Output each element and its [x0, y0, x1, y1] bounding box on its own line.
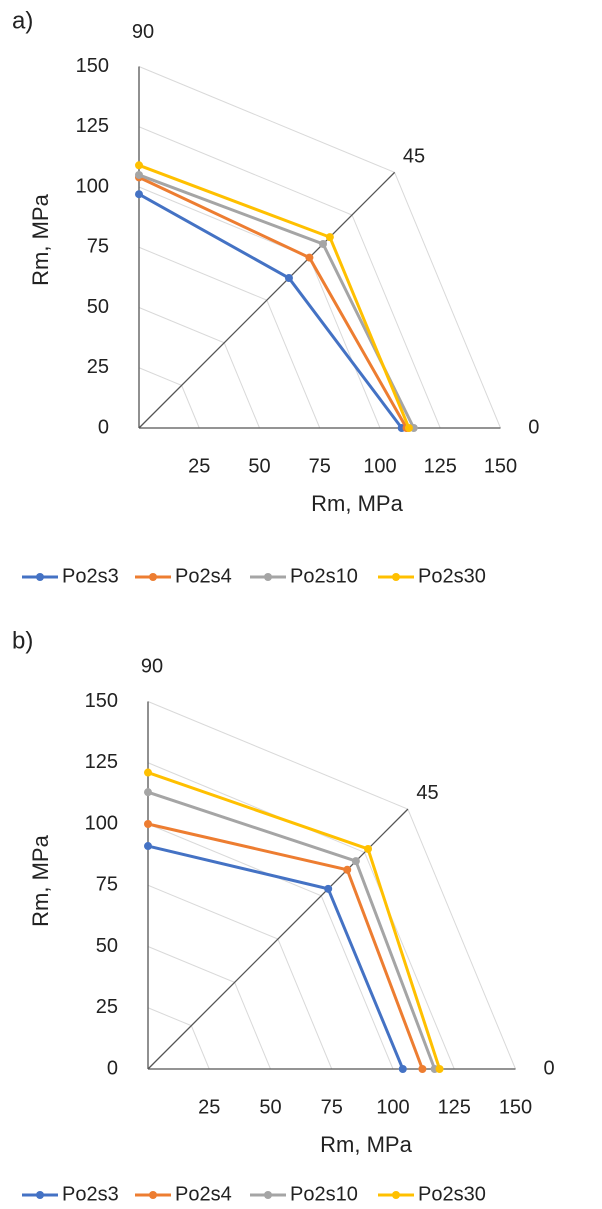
series-line [147, 822, 424, 1070]
data-point [144, 768, 152, 777]
legend-label: Po2s3 [62, 1183, 119, 1205]
x-tick-label: 25 [198, 1096, 220, 1118]
data-point [325, 233, 334, 242]
legend-label: Po2s10 [290, 565, 358, 587]
series-line [147, 844, 405, 1070]
y-tick-label: 25 [87, 356, 109, 378]
data-point [398, 1065, 407, 1073]
data-point [144, 842, 152, 851]
x-tick-label: 75 [321, 1096, 343, 1118]
x-tick-label: 75 [309, 455, 331, 477]
legend-label: Po2s4 [175, 1183, 232, 1205]
category-label: 0 [544, 1057, 555, 1079]
axis-spoke [138, 171, 396, 429]
x-tick-label: 100 [376, 1096, 409, 1118]
data-point [135, 161, 143, 170]
data-point [404, 424, 413, 432]
x-tick-label: 125 [438, 1096, 471, 1118]
y-tick-label: 100 [85, 812, 118, 834]
y-tick-label: 0 [107, 1057, 118, 1079]
category-label: 90 [132, 21, 154, 43]
category-label: 90 [141, 656, 163, 678]
y-tick-label: 150 [85, 690, 118, 712]
y-tick-label: 25 [96, 996, 118, 1018]
panel-label: a) [12, 7, 33, 34]
data-point [144, 788, 152, 797]
legend-marker [392, 573, 400, 581]
x-tick-label: 25 [188, 455, 210, 477]
data-point [135, 190, 143, 199]
legend-label: Po2s10 [290, 1183, 358, 1205]
y-tick-label: 100 [76, 175, 109, 197]
x-tick-label: 125 [424, 455, 457, 477]
y-tick-label: 0 [98, 416, 109, 438]
y-tick-label: 150 [76, 55, 109, 77]
legend-marker [36, 573, 44, 581]
data-point [364, 844, 373, 853]
series-line [138, 163, 411, 429]
data-point [418, 1065, 427, 1073]
data-point [305, 253, 314, 262]
category-label: 45 [403, 145, 425, 167]
data-point [435, 1065, 444, 1073]
x-tick-label: 100 [363, 455, 396, 477]
legend-marker [392, 1191, 400, 1199]
legend-marker [264, 1191, 272, 1199]
data-point [351, 857, 360, 866]
y-tick-label: 50 [87, 296, 109, 318]
y-axis-label: Rm, MPa [28, 834, 53, 926]
series-line [138, 192, 403, 429]
legend-marker [149, 573, 157, 581]
data-point [135, 170, 143, 179]
data-point [343, 865, 352, 874]
legend-label: Po2s30 [418, 565, 486, 587]
legend-label: Po2s3 [62, 565, 119, 587]
legend-marker [149, 1191, 157, 1199]
legend-label: Po2s30 [418, 1183, 486, 1205]
axis-spoke [147, 808, 409, 1070]
legend-marker [264, 573, 272, 581]
y-tick-label: 125 [76, 115, 109, 137]
x-tick-label: 50 [248, 455, 270, 477]
y-tick-label: 75 [87, 236, 109, 258]
y-tick-label: 50 [96, 935, 118, 957]
legend-marker [36, 1191, 44, 1199]
data-point [324, 884, 333, 893]
data-point [144, 820, 152, 828]
x-tick-label: 150 [499, 1096, 532, 1118]
category-label: 45 [416, 782, 438, 804]
legend-label: Po2s4 [175, 565, 232, 587]
x-tick-label: 150 [484, 455, 517, 477]
data-point [319, 239, 328, 248]
panel-label: b) [12, 627, 33, 654]
x-tick-label: 50 [259, 1096, 281, 1118]
y-tick-label: 125 [85, 751, 118, 773]
x-axis-label: Rm, MPa [311, 491, 403, 516]
y-tick-label: 75 [96, 874, 118, 896]
data-point [284, 274, 293, 283]
category-label: 0 [528, 416, 539, 438]
y-axis-label: Rm, MPa [28, 193, 53, 285]
x-axis-label: Rm, MPa [320, 1132, 412, 1157]
